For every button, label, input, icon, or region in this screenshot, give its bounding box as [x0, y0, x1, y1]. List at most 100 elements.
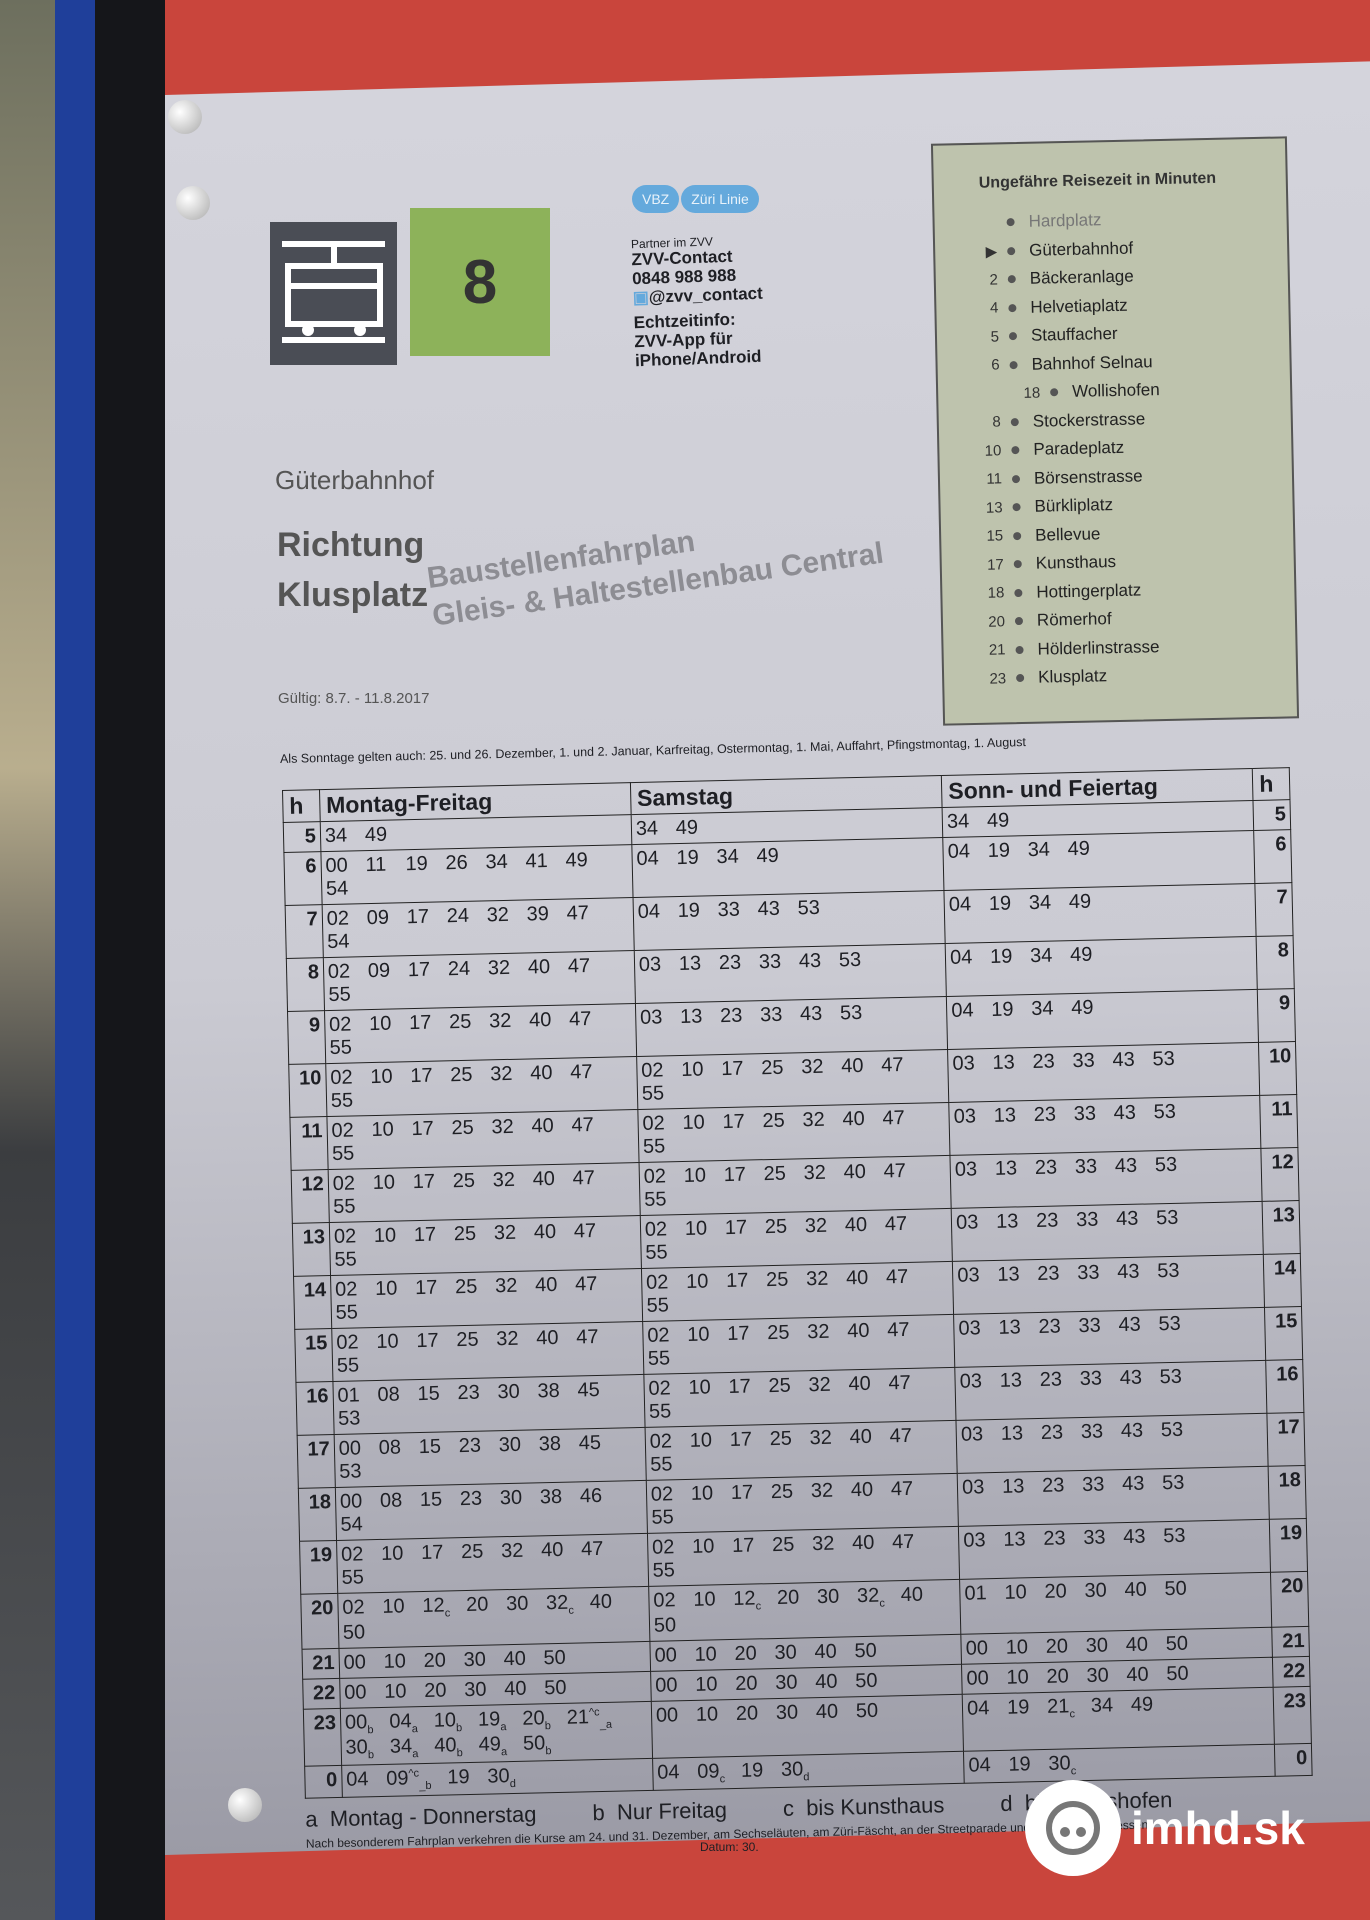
- departure-time: 10: [690, 1482, 714, 1505]
- departure-time: 23: [1041, 1474, 1065, 1497]
- departure-time: 24: [446, 904, 470, 928]
- departure-time: 19: [1008, 1753, 1031, 1776]
- departure-time: 53: [797, 896, 821, 920]
- hour-right: 9: [1257, 988, 1296, 1043]
- departure-time: 53: [1161, 1471, 1185, 1495]
- departure-time: 47: [883, 1159, 907, 1183]
- weekday-times: 02 09 17 24 32 39 47 54: [321, 897, 635, 958]
- saturday-times: 02 10 17 25 32 40 47 55: [640, 1208, 953, 1269]
- departure-time: 25: [452, 1169, 476, 1193]
- departure-time: 10: [371, 1118, 395, 1142]
- direction-destination: Klusplatz: [277, 576, 429, 614]
- route-diagram: Ungefähre Reisezeit in Minuten Hardplatz…: [930, 136, 1300, 726]
- departure-time: 40: [532, 1167, 556, 1191]
- hour: 21: [301, 1648, 340, 1680]
- departure-time: 25: [454, 1275, 478, 1299]
- departure-time: 53: [1157, 1259, 1180, 1283]
- departure-time: 55: [330, 1089, 354, 1112]
- validity: Gültig: 8.7. - 11.8.2017: [278, 690, 430, 707]
- sunday-times: 03 13 23 33 43 53: [947, 1042, 1260, 1103]
- departure-time: 40: [840, 1054, 864, 1078]
- departure-time: 13: [998, 1316, 1022, 1339]
- departure-time: 13: [1001, 1475, 1025, 1498]
- departure-time: 47: [890, 1477, 914, 1501]
- hour-right: 15: [1264, 1306, 1303, 1361]
- departure-time: 04: [951, 999, 974, 1022]
- departure-time: 50: [342, 1621, 366, 1644]
- departure-time: 49: [1069, 943, 1093, 967]
- weekday-times: 00 08 15 23 30 38 46 54: [335, 1480, 648, 1541]
- sunday-times: 04 19 30c: [963, 1744, 1276, 1784]
- departure-time: 49: [1071, 996, 1094, 1020]
- departure-time: 34: [716, 845, 739, 869]
- departure-time: 23: [1039, 1368, 1063, 1391]
- departure-time: 25: [450, 1063, 473, 1087]
- departure-time: 10: [684, 1217, 708, 1240]
- departure-time: 47: [880, 1053, 904, 1077]
- departure-time: 09: [367, 959, 391, 983]
- departure-time: 02: [331, 1119, 355, 1142]
- departure-time: 50: [1164, 1577, 1187, 1601]
- travel-minutes: 23: [989, 670, 1007, 688]
- departure-time: 17: [412, 1170, 436, 1194]
- departure-time: 32: [802, 1108, 825, 1132]
- departure-time: 21c: [1046, 1695, 1076, 1721]
- hour-right: 19: [1269, 1518, 1308, 1573]
- departure-time: 02: [332, 1172, 356, 1195]
- bus-pin-icon: [1025, 1780, 1121, 1876]
- departure-time: 17: [410, 1064, 433, 1088]
- sunday-times: 04 19 34 49: [945, 936, 1258, 997]
- departure-time: 23: [459, 1487, 483, 1511]
- departure-time: 03: [959, 1370, 983, 1393]
- departure-time: 55: [341, 1566, 365, 1589]
- departure-time: 33: [1075, 1208, 1099, 1232]
- departure-time: 32: [811, 1532, 835, 1556]
- stop-name: Bäckeranlage: [1029, 266, 1134, 288]
- departure-time: 25: [771, 1533, 795, 1557]
- departure-time: 03: [953, 1105, 977, 1128]
- departure-time: 02: [334, 1278, 358, 1301]
- departure-time: 10b: [433, 1709, 463, 1735]
- departure-time: 55: [643, 1188, 667, 1211]
- hour-right: 8: [1256, 935, 1295, 990]
- hour-right: 18: [1268, 1465, 1307, 1520]
- departure-time: 25: [448, 1010, 472, 1034]
- departure-time: 10: [681, 1058, 704, 1082]
- departure-time: 03: [955, 1211, 979, 1234]
- departure-time: 25: [767, 1321, 790, 1345]
- departure-time: 43: [1114, 1154, 1138, 1178]
- departure-time: 02: [648, 1377, 672, 1400]
- departure-time: 17: [725, 1269, 749, 1293]
- departure-time: 55: [652, 1559, 676, 1582]
- departure-time: 50: [854, 1639, 878, 1663]
- departure-time: 10: [380, 1542, 404, 1565]
- departure-time: 30c: [1048, 1752, 1077, 1778]
- departure-time: 15: [419, 1488, 443, 1512]
- departure-time: 17: [727, 1322, 750, 1346]
- legend-item: c bis Kunsthaus: [782, 1792, 945, 1821]
- departure-time: 40: [1125, 1633, 1149, 1657]
- departure-time: 30: [463, 1648, 487, 1672]
- departure-time: 47: [572, 1167, 596, 1190]
- departure-time: 40: [845, 1266, 869, 1290]
- departure-time: 08: [377, 1383, 401, 1406]
- departure-time: 30: [505, 1592, 529, 1616]
- travel-minutes: 21: [988, 641, 1006, 659]
- departure-time: 02: [330, 1066, 353, 1089]
- departure-time: 10: [694, 1643, 718, 1666]
- hour: 15: [294, 1328, 333, 1383]
- departure-time: 49: [364, 823, 388, 847]
- departure-time: 00: [966, 1667, 989, 1690]
- hour: 14: [293, 1275, 332, 1330]
- pin: [228, 1788, 262, 1822]
- departure-time: 17: [731, 1534, 755, 1557]
- departure-time: 20: [734, 1642, 758, 1665]
- departure-time: 40: [540, 1538, 564, 1562]
- departure-time: 01: [964, 1582, 988, 1605]
- travel-minutes: 10: [984, 442, 1002, 460]
- departure-time: 01: [337, 1384, 361, 1407]
- departure-time: 00: [343, 1651, 367, 1674]
- departure-time: 20: [735, 1702, 759, 1725]
- departure-time: 55: [649, 1453, 673, 1476]
- departure-time: 32: [496, 1327, 519, 1351]
